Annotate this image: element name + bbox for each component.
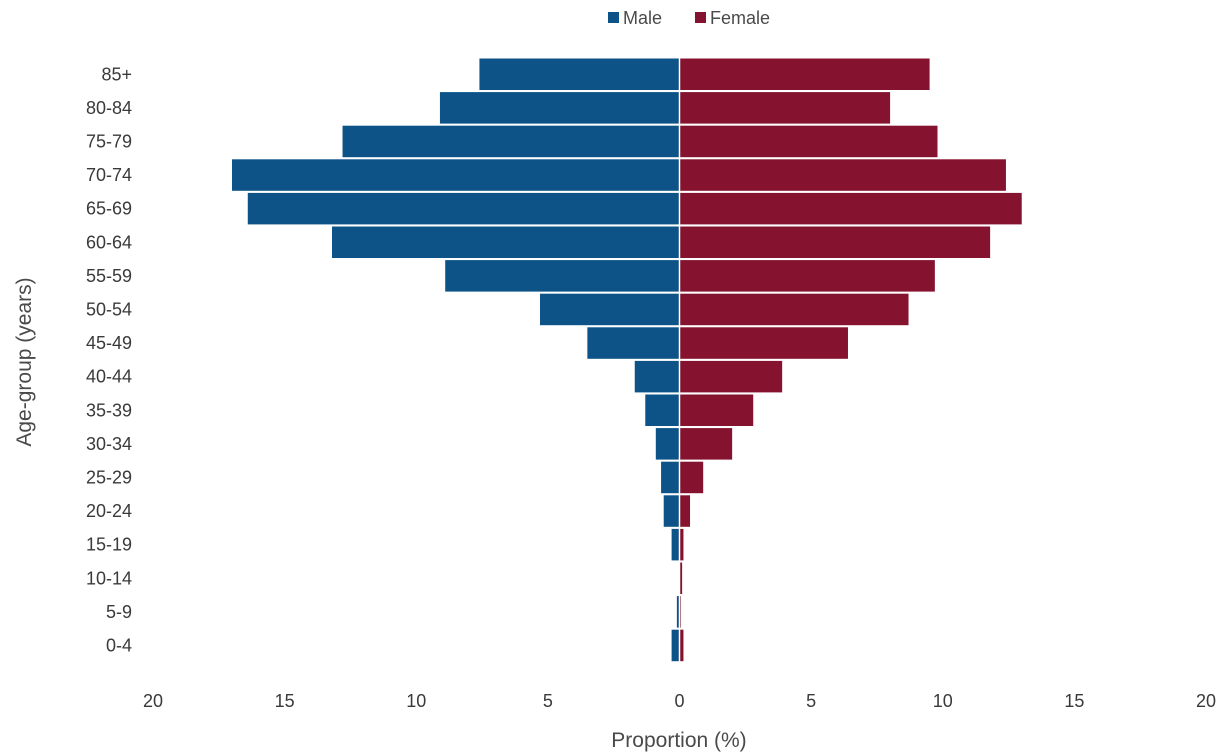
bar-female-20-24 [679, 495, 691, 527]
bar-female-60-64 [679, 226, 991, 258]
bar-male-30-34 [655, 428, 680, 460]
bar-male-50-54 [539, 293, 680, 326]
x-tick-label: 10 [406, 691, 426, 711]
y-tick-label: 70-74 [86, 165, 132, 185]
bar-female-0-4 [679, 629, 684, 662]
x-tick-label: 5 [543, 691, 553, 711]
y-tick-label: 75-79 [86, 131, 132, 151]
x-tick-label: 15 [1064, 691, 1084, 711]
y-tick-label: 5-9 [106, 602, 132, 622]
bar-female-50-54 [679, 293, 909, 326]
bar-male-35-39 [645, 394, 680, 426]
bar-female-35-39 [679, 394, 754, 426]
bar-female-80-84 [679, 92, 891, 124]
bar-male-5-9 [676, 596, 680, 628]
legend: Male Female [608, 8, 770, 28]
y-tick-label: 55-59 [86, 266, 132, 286]
y-tick-label: 15-19 [86, 535, 132, 555]
bar-male-80-84 [439, 92, 680, 124]
y-tick-label: 0-4 [106, 635, 132, 655]
bar-male-65-69 [247, 192, 680, 225]
bar-female-85+ [679, 58, 930, 90]
bar-male-55-59 [445, 260, 680, 292]
bar-female-65-69 [679, 192, 1022, 225]
bar-female-15-19 [679, 528, 684, 561]
y-tick-label: 20-24 [86, 501, 132, 521]
x-tick-label: 10 [933, 691, 953, 711]
x-tick-label: 20 [1196, 691, 1216, 711]
y-axis-title: Age-group (years) [13, 277, 36, 446]
x-axis-title: Proportion (%) [611, 729, 746, 752]
bar-female-40-44 [679, 360, 783, 393]
y-tick-label: 85+ [101, 64, 132, 84]
x-tick-label: 15 [275, 691, 295, 711]
bar-male-45-49 [587, 327, 680, 359]
y-tick-label: 40-44 [86, 367, 132, 387]
bar-male-60-64 [332, 226, 680, 258]
bar-male-20-24 [663, 495, 680, 527]
legend-label-male: Male [623, 8, 662, 28]
bar-female-10-14 [679, 562, 683, 594]
legend-swatch-male [608, 12, 619, 23]
bar-male-40-44 [634, 360, 680, 393]
y-tick-label: 30-34 [86, 434, 132, 454]
x-tick-label: 20 [143, 691, 163, 711]
legend-label-female: Female [710, 8, 770, 28]
bar-male-85+ [479, 58, 680, 90]
y-tick-label: 35-39 [86, 400, 132, 420]
bar-male-25-29 [661, 461, 680, 494]
y-tick-label: 65-69 [86, 199, 132, 219]
bars-group [231, 58, 1022, 664]
bar-male-75-79 [342, 125, 680, 158]
y-tick-label: 25-29 [86, 467, 132, 487]
bar-female-45-49 [679, 327, 848, 359]
bar-female-70-74 [679, 159, 1006, 191]
y-tick-label: 60-64 [86, 232, 132, 252]
y-tick-label: 80-84 [86, 98, 132, 118]
y-tick-label: 50-54 [86, 299, 132, 319]
x-tick-label: 0 [674, 691, 684, 711]
bar-male-15-19 [671, 528, 680, 561]
bar-female-30-34 [679, 428, 733, 460]
bar-female-75-79 [679, 125, 938, 158]
bar-female-25-29 [679, 461, 704, 494]
bar-male-70-74 [231, 159, 680, 191]
x-tick-label: 5 [806, 691, 816, 711]
y-axis-tick-labels: 0-4 5-9 10-14 15-19 20-24 25-29 30-34 35-39 40-4… [86, 64, 132, 655]
x-axis-tick-labels: 20 15 10 5 0 5 10 15 20 [143, 691, 1216, 711]
y-tick-label: 45-49 [86, 333, 132, 353]
bar-male-0-4 [671, 629, 680, 662]
bar-female-55-59 [679, 260, 935, 292]
y-tick-label: 10-14 [86, 568, 132, 588]
legend-swatch-female [695, 12, 706, 23]
